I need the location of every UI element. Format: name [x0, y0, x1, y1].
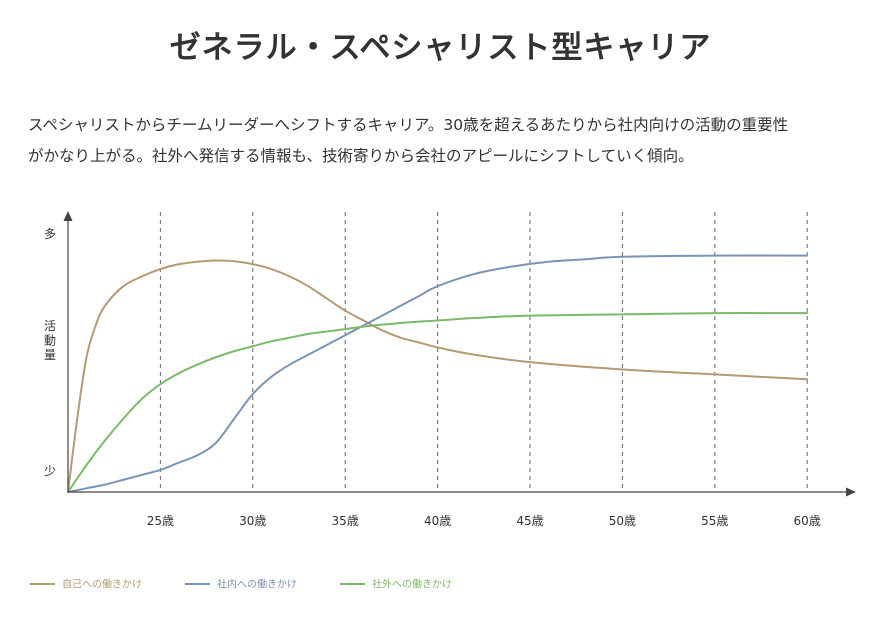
- x-tick-label-25: 25歳: [147, 514, 174, 528]
- series-line-1: [67, 259, 809, 493]
- legend: 自己への働きかけ 社内への働きかけ 社外への働きかけ: [30, 578, 452, 591]
- x-tick-label-35: 35歳: [332, 514, 359, 528]
- x-tick-label-55: 55歳: [701, 514, 728, 528]
- series-line-3: [67, 312, 809, 493]
- x-axis-arrow: [846, 487, 856, 497]
- series-line-2: [67, 254, 809, 493]
- x-tick-label-50: 50歳: [609, 514, 636, 528]
- x-tick-label-30: 30歳: [239, 514, 266, 528]
- axis-labels: 多 少 活動量: [44, 227, 56, 478]
- x-tick-labels: 25歳 30歳 35歳 40歳 45歳 50歳 55歳 60歳: [147, 514, 821, 528]
- legend-label-1: 自己への働きかけ: [62, 578, 142, 591]
- y-axis-arrow: [63, 211, 73, 221]
- y-axis-top-label: 多: [44, 227, 56, 241]
- x-tick-label-60: 60歳: [794, 514, 821, 528]
- x-tick-label-45: 45歳: [516, 514, 543, 528]
- description-line-2: がかなり上がる。社外へ発信する情報も、技術寄りから会社のアピールにシフトしていく…: [28, 147, 694, 165]
- page-description: スペシャリストからチームリーダーへシフトするキャリア。30歳を超えるあたりから社…: [28, 110, 868, 172]
- y-axis-bottom-label: 少: [44, 464, 56, 478]
- legend-label-2: 社内への働きかけ: [217, 578, 297, 591]
- y-axis-label: 活動量: [44, 319, 56, 362]
- description-line-1: スペシャリストからチームリーダーへシフトするキャリア。30歳を超えるあたりから社…: [28, 116, 789, 134]
- axes: [63, 211, 856, 497]
- x-tick-label-40: 40歳: [424, 514, 451, 528]
- series-lines: [67, 254, 809, 493]
- page-title: ゼネラル・スペシャリスト型キャリア: [169, 30, 712, 66]
- legend-label-3: 社外への働きかけ: [372, 578, 452, 591]
- grid-lines: [159, 212, 808, 492]
